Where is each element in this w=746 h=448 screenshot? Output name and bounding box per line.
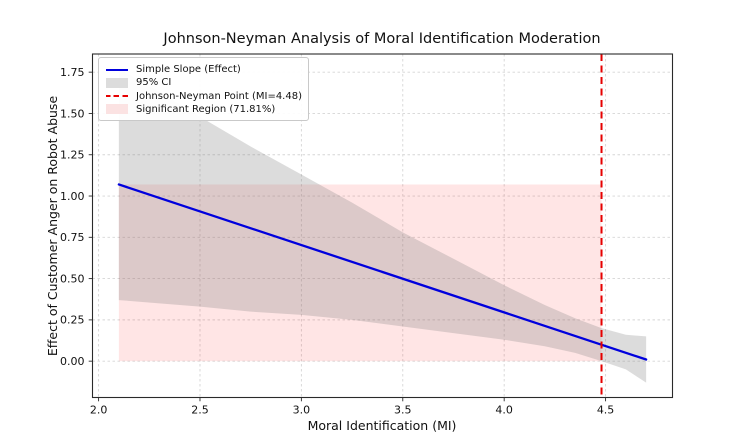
x-tick-label: 4.5 <box>597 404 615 417</box>
simple-slope-line <box>117 183 648 361</box>
axes-spines <box>91 53 674 399</box>
y-tick-label: 1.50 <box>60 107 85 120</box>
x-axis-label: Moral Identification (MI) <box>308 418 457 433</box>
legend-label: Johnson-Neyman Point (MI=4.48) <box>136 90 302 102</box>
x-tick-label: 3.0 <box>293 404 311 417</box>
x-tick-label: 2.0 <box>90 404 108 417</box>
x-tick-label: 4.0 <box>495 404 513 417</box>
ci-band <box>118 68 647 383</box>
simple-slope-line-swatch <box>106 68 128 71</box>
y-tick-label: 0.25 <box>60 314 85 327</box>
y-tick-label: 0.50 <box>60 272 85 285</box>
y-tick-label: 1.75 <box>60 66 85 79</box>
significant-region-patch-swatch <box>106 104 128 115</box>
legend: Simple Slope (Effect) 95% CI Johnson-Ney… <box>98 57 309 121</box>
significant-region <box>118 184 602 362</box>
y-axis-label: Effect of Customer Anger on Robot Abuse <box>45 96 60 357</box>
legend-item-ci: 95% CI <box>106 76 300 89</box>
legend-label: 95% CI <box>136 77 172 89</box>
chart-title: Johnson-Neyman Analysis of Moral Identif… <box>162 31 600 47</box>
y-tick-label: 0.75 <box>60 231 85 244</box>
legend-item-simple-slope: Simple Slope (Effect) <box>106 63 300 76</box>
y-tick-label: 1.25 <box>60 149 85 162</box>
jn-point-line-swatch <box>106 95 128 98</box>
x-tick-label: 3.5 <box>394 404 412 417</box>
x-tick-label: 2.5 <box>191 404 209 417</box>
legend-item-significant-region: Significant Region (71.81%) <box>106 103 300 116</box>
legend-label: Simple Slope (Effect) <box>136 64 241 75</box>
legend-label: Significant Region (71.81%) <box>136 103 276 115</box>
ci-patch-swatch <box>106 77 128 88</box>
legend-item-jn-point: Johnson-Neyman Point (MI=4.48) <box>106 90 302 103</box>
y-tick-label: 1.00 <box>60 190 85 203</box>
y-tick-label: 0.00 <box>60 355 85 368</box>
